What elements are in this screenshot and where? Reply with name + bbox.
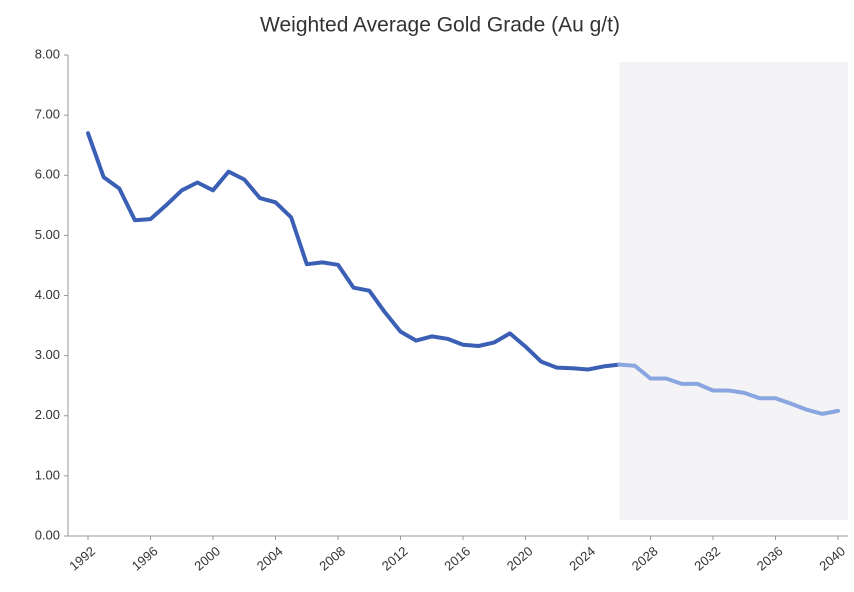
x-tick-label: 2016 [441, 543, 473, 573]
x-tick-label: 2024 [566, 543, 598, 573]
y-tick-label: 3.00 [35, 347, 60, 362]
x-tick-label: 2008 [316, 543, 348, 573]
y-tick-label: 8.00 [35, 46, 60, 61]
x-tick-label: 2004 [254, 543, 286, 573]
y-tick-label: 2.00 [35, 407, 60, 422]
x-tick-label: 2012 [379, 543, 411, 573]
forecast-shade [619, 62, 848, 520]
y-tick-label: 4.00 [35, 287, 60, 302]
x-tick-label: 2028 [629, 543, 661, 573]
x-tick-label: 2000 [191, 543, 223, 573]
y-tick-label: 0.00 [35, 527, 60, 542]
line-series [617, 362, 840, 416]
x-tick-label: 1996 [129, 543, 161, 573]
x-tick-label: 2036 [754, 543, 786, 573]
y-tick-label: 5.00 [35, 227, 60, 242]
x-tick-label: 2040 [816, 543, 848, 573]
x-tick-label: 1992 [66, 543, 98, 573]
y-tick-label: 7.00 [35, 107, 60, 122]
line-series [86, 131, 622, 372]
x-tick-label: 2020 [504, 543, 536, 573]
chart-title: Weighted Average Gold Grade (Au g/t) [260, 14, 620, 37]
y-tick-label: 1.00 [35, 467, 60, 482]
x-tick-label: 2032 [691, 543, 723, 573]
y-tick-label: 6.00 [35, 167, 60, 182]
